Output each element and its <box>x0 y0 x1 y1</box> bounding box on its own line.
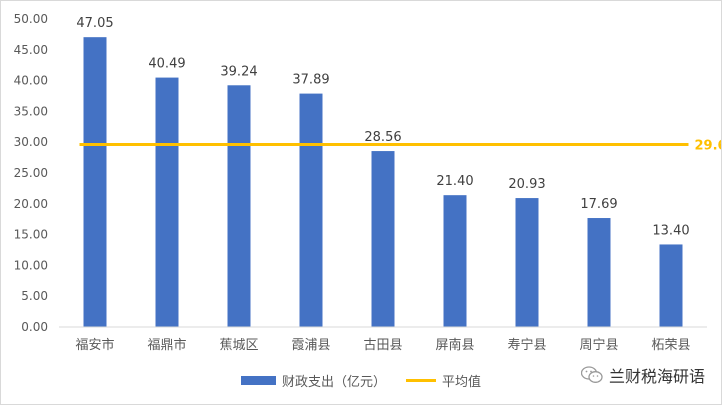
category-label: 古田县 <box>363 338 402 353</box>
category-label: 蕉城区 <box>219 338 258 353</box>
y-tick-label: 25.00 <box>14 166 48 180</box>
bar-value-label: 40.49 <box>148 57 185 72</box>
category-label: 福安市 <box>75 337 114 353</box>
bars <box>83 37 683 328</box>
bar-value-label: 28.56 <box>364 130 401 145</box>
category-label: 霞浦县 <box>291 338 330 353</box>
bar <box>443 195 467 327</box>
data-labels: 47.05 40.49 39.24 37.89 28.56 21.40 20.93 17.69… <box>76 16 689 238</box>
x-axis: 福安市 福鼎市 蕉城区 霞浦县 古田县 屏南县 寿宁县 周宁县 柘荣县 <box>59 326 707 353</box>
legend-item-series: 财政支出（亿元） <box>241 371 386 390</box>
bar-value-label: 20.93 <box>508 177 545 192</box>
category-label: 柘荣县 <box>651 338 690 353</box>
category-label: 寿宁县 <box>507 337 546 353</box>
bar <box>227 85 251 327</box>
average-value-label: 29.63 <box>695 138 722 153</box>
bar-value-label: 47.05 <box>76 16 113 31</box>
bar-value-label: 37.89 <box>292 73 329 88</box>
bar <box>587 218 611 327</box>
legend-line-swatch <box>406 379 437 382</box>
y-tick-label: 5.00 <box>21 289 48 303</box>
y-tick-label: 45.00 <box>14 43 48 57</box>
bar-value-label: 17.69 <box>580 197 617 212</box>
y-tick-label: 50.00 <box>14 12 48 26</box>
average-line-group: 29.63 <box>79 138 722 153</box>
bar <box>299 93 323 328</box>
y-tick-label: 15.00 <box>14 228 48 242</box>
watermark-text: 兰财税海研语 <box>608 367 705 386</box>
legend-item-average: 平均值 <box>406 371 481 390</box>
legend-series-label: 财政支出（亿元） <box>282 375 387 390</box>
bar <box>155 77 179 327</box>
wechat-icon <box>580 366 603 383</box>
category-label: 周宁县 <box>579 337 618 353</box>
bar-value-label: 13.40 <box>652 223 689 238</box>
legend-average-label: 平均值 <box>442 375 482 390</box>
y-tick-label: 0.00 <box>21 320 48 334</box>
y-axis: 0.00 5.00 10.00 15.00 20.00 25.00 30.00 35.00 40… <box>14 12 48 334</box>
bar <box>659 244 683 327</box>
bar-value-label: 21.40 <box>436 174 473 189</box>
category-label: 福鼎市 <box>147 337 186 353</box>
y-tick-label: 30.00 <box>14 135 48 149</box>
y-tick-label: 40.00 <box>14 74 48 88</box>
legend-bar-swatch <box>241 376 276 385</box>
category-label: 屏南县 <box>435 337 474 353</box>
legend: 财政支出（亿元） 平均值 <box>241 371 501 390</box>
bar <box>371 151 395 327</box>
y-tick-label: 10.00 <box>14 258 48 272</box>
watermark: 兰财税海研语 <box>580 363 705 387</box>
bar <box>83 37 107 328</box>
y-tick-label: 35.00 <box>14 104 48 118</box>
bar-value-label: 39.24 <box>220 64 257 79</box>
y-tick-label: 20.00 <box>14 197 48 211</box>
bar <box>515 198 539 327</box>
